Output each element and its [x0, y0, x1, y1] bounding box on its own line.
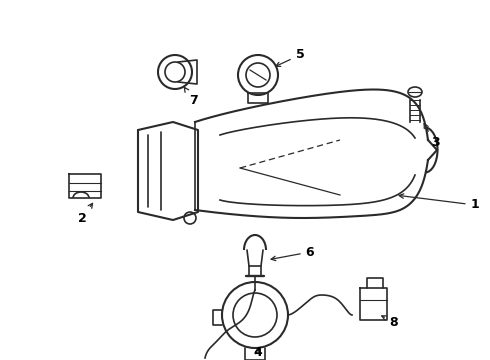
Text: 5: 5	[276, 49, 304, 66]
Text: 7: 7	[184, 87, 197, 107]
Text: 8: 8	[382, 315, 398, 328]
Text: 1: 1	[399, 194, 479, 211]
Text: 3: 3	[424, 123, 440, 149]
Text: 4: 4	[254, 346, 262, 359]
Text: 2: 2	[77, 203, 93, 225]
Text: 6: 6	[271, 246, 314, 261]
